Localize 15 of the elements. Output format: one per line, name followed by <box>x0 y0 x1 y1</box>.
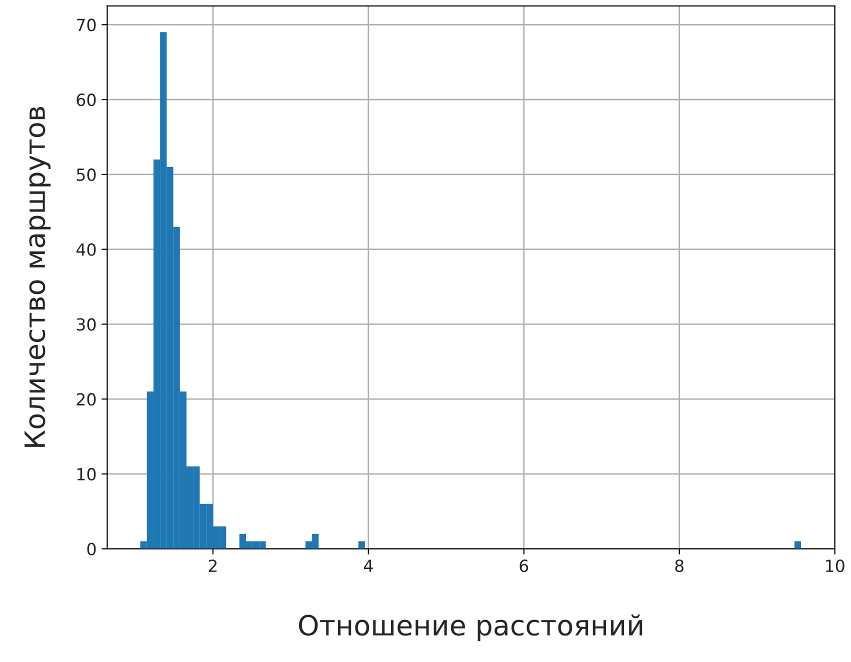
x-axis-title: Отношение расстояний <box>298 614 642 642</box>
y-tick-label: 50 <box>76 168 96 181</box>
y-tick-label: 60 <box>76 94 96 106</box>
y-tick-label: 40 <box>76 243 96 256</box>
y-tick-label: 70 <box>76 18 96 32</box>
x-tick-label: 8 <box>675 560 684 572</box>
y-tick-label: 30 <box>76 318 96 331</box>
y-tick-label: 20 <box>76 393 96 406</box>
y-tick-label: 10 <box>77 468 96 480</box>
y-axis-title: Количество маршрутов <box>24 106 51 447</box>
x-tick-label: 2 <box>208 560 217 572</box>
x-tick-label: 4 <box>364 560 373 572</box>
x-tick-label: 10 <box>826 560 844 572</box>
x-tick-label: 6 <box>520 560 528 572</box>
y-tick-label: 0 <box>87 542 96 556</box>
